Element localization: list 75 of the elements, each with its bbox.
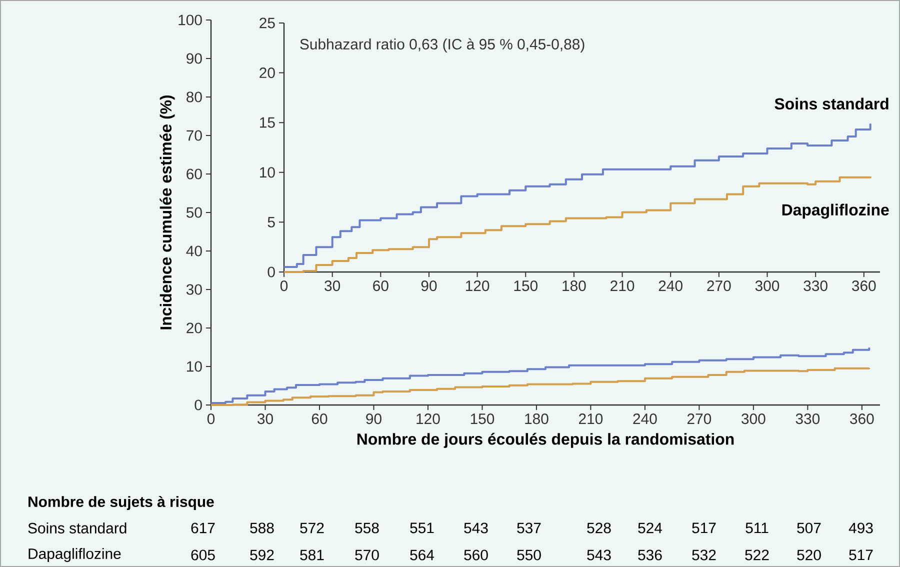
text: 537 [517,522,541,534]
y-tick-label: 15 [260,117,275,128]
x-tick-label: 180 [525,414,548,424]
x-tick-label: 60 [312,414,328,424]
text: 517 [692,522,716,534]
x-tick-label: 240 [658,280,682,292]
text: 560 [464,550,488,560]
x-tick-label: 360 [852,280,876,292]
text: 551 [410,522,434,534]
x-tick-label: 270 [687,414,712,424]
text: 524 [638,522,662,534]
x-tick-label: 360 [850,414,874,424]
x-tick-label: 300 [742,414,766,424]
annotation: Subhazard ratio 0,63 (IC à 95 % 0,45-0,88) [300,38,584,52]
x-tick-label: 210 [578,414,603,424]
x-tick-label: 330 [796,414,820,424]
text: 522 [745,550,769,560]
text: 570 [355,550,379,560]
text: 543 [464,522,488,534]
text: 517 [849,550,873,560]
text: 543 [587,550,611,560]
text: 493 [848,522,873,534]
x-tick-label: 0 [207,414,215,424]
y-tick-label: 80 [186,92,202,102]
text: 605 [191,550,215,560]
x-tick-label: 210 [610,280,634,292]
y-tick-label: 100 [178,14,202,26]
x-tick-label: 180 [562,280,586,292]
text: 532 [692,550,716,560]
text: 511 [746,522,768,534]
text: 550 [517,550,541,560]
x-tick-label: 150 [470,414,494,424]
text: 572 [300,522,324,534]
text: Dapagliflozine [28,548,121,562]
text: 507 [797,522,821,534]
y-tick-label: 50 [186,207,202,218]
text: Nombre de sujets à risque [28,496,214,510]
text: 588 [250,522,274,534]
x-tick-label: 330 [804,280,828,292]
x-tick-label: 150 [514,280,538,292]
text: 581 [300,550,324,560]
x-tick-label: 120 [416,414,440,424]
x-tick-label: 60 [373,280,388,292]
x-tick-label: 90 [421,280,437,292]
y-tick-label: 60 [186,168,202,180]
y-tick-label: 20 [260,67,275,78]
series-label: Soins standard [774,98,888,110]
x-tick-label: 120 [466,280,490,292]
y-tick-label: 10 [187,361,202,372]
y-tick-label: 0 [194,400,202,410]
x-tick-label: 240 [633,414,657,424]
y-tick-label: 70 [186,130,202,141]
text: Soins standard [28,522,126,534]
text: 536 [638,550,662,560]
text: 592 [250,550,274,560]
y-tick-label: 40 [186,246,202,256]
series-label: Dapagliflozine [782,204,889,219]
text: 617 [191,522,215,534]
text: 520 [797,550,821,560]
x-tick-label: 30 [324,280,340,292]
y-tick-label: 5 [268,216,275,228]
y-axis-title: Incidence cumulée estimée (%) [160,95,175,330]
y-tick-label: 90 [186,53,202,64]
x-tick-label: 0 [280,280,288,292]
x-tick-label: 300 [755,280,780,292]
y-tick-label: 25 [260,18,275,28]
text: 528 [587,522,611,534]
y-tick-label: 20 [186,322,202,334]
x-tick-label: 90 [366,414,382,424]
text: 564 [410,550,434,560]
y-tick-label: 0 [268,266,275,278]
text: 558 [355,522,379,534]
x-axis-title: Nombre de jours écoulés depuis la randomisation [357,432,734,448]
x-tick-label: 270 [707,280,731,292]
y-tick-label: 10 [260,167,275,178]
